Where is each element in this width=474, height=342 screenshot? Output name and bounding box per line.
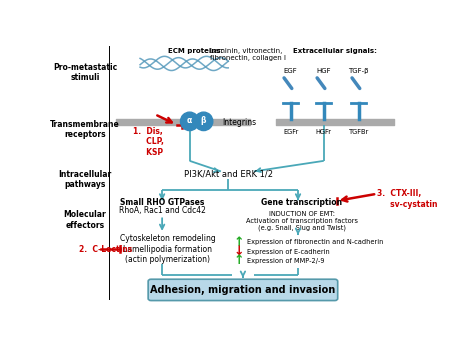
Text: 1.  Dis,
     CLP,
     KSP: 1. Dis, CLP, KSP	[133, 127, 164, 157]
Text: Extracellular signals:: Extracellular signals:	[293, 48, 377, 54]
Text: Adhesion, migration and invasion: Adhesion, migration and invasion	[150, 285, 336, 295]
Text: Laminin, vitronectin,
fibronectin, collagen I: Laminin, vitronectin, fibronectin, colla…	[210, 48, 286, 61]
Text: TGF-β: TGF-β	[348, 68, 369, 74]
Text: 3.  CTX-III,
     sv-cystatin: 3. CTX-III, sv-cystatin	[377, 189, 438, 209]
Text: Small RHO GTPases: Small RHO GTPases	[120, 198, 204, 208]
Text: HGFr: HGFr	[316, 129, 332, 135]
Text: Expression of MMP-2/-9: Expression of MMP-2/-9	[247, 258, 325, 264]
Text: ECM proteins:: ECM proteins:	[168, 48, 226, 54]
Text: Molecular
effectors: Molecular effectors	[64, 210, 106, 230]
Text: TGFBr: TGFBr	[348, 129, 369, 135]
Text: EGFr: EGFr	[283, 129, 298, 135]
Text: β: β	[201, 116, 206, 124]
Text: Integrins: Integrins	[223, 118, 257, 127]
Text: RhoA, Rac1 and Cdc42: RhoA, Rac1 and Cdc42	[118, 206, 206, 215]
Text: Transmembrane
receptors: Transmembrane receptors	[50, 120, 120, 139]
Ellipse shape	[194, 112, 213, 131]
Text: ↑: ↑	[234, 236, 245, 249]
Text: HGF: HGF	[317, 68, 331, 74]
Text: α: α	[187, 116, 192, 124]
Ellipse shape	[181, 112, 199, 131]
Text: Pro-metastatic
stimuli: Pro-metastatic stimuli	[53, 63, 117, 82]
Text: Gene transcription: Gene transcription	[261, 198, 342, 208]
Text: EGF: EGF	[284, 68, 298, 74]
Text: PI3K/Akt and ERK 1/2: PI3K/Akt and ERK 1/2	[184, 170, 273, 179]
Text: ↑: ↑	[234, 254, 245, 267]
Text: Expression of E-cadherin: Expression of E-cadherin	[247, 249, 330, 255]
Text: ↓: ↓	[234, 245, 245, 258]
FancyBboxPatch shape	[148, 279, 337, 301]
Text: INDUCTION OF EMT:
Activation of transcription factors
(e.g. Snail, Slug and Twis: INDUCTION OF EMT: Activation of transcri…	[246, 211, 358, 232]
Text: Cytoskeleton remodeling
Lamellipodia formation
(actin polymerization): Cytoskeleton remodeling Lamellipodia for…	[120, 234, 216, 264]
Text: 2.  C-Lectins: 2. C-Lectins	[80, 245, 133, 253]
Text: Expression of fibronectin and N-cadherin: Expression of fibronectin and N-cadherin	[247, 239, 384, 246]
Text: Intracellular
pathways: Intracellular pathways	[58, 170, 111, 189]
